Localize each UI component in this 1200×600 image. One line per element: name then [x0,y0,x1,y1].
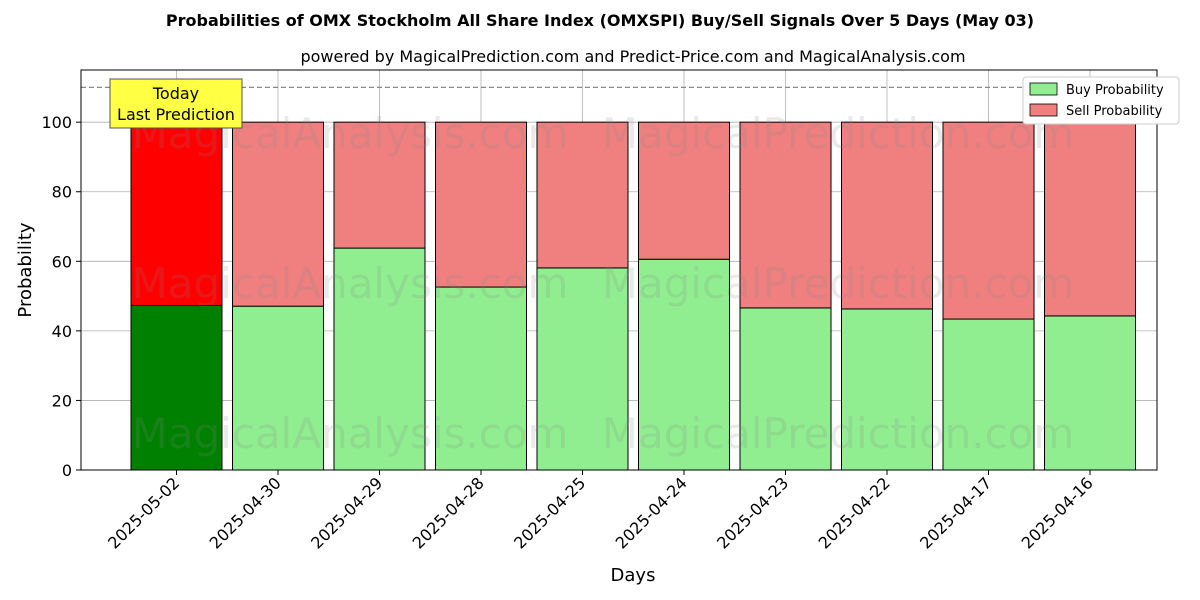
x-tick-label: 2025-04-24 [612,473,691,552]
bar-buy [942,318,1035,471]
x-tick-label: 2025-04-29 [307,473,386,552]
watermark-text: MagicalPrediction.com [602,109,1075,158]
bar-buy [130,304,223,471]
x-tick-label: 2025-04-16 [1018,473,1097,552]
x-tick-label: 2025-04-22 [815,473,894,552]
x-tick-label: 2025-04-28 [409,473,488,552]
x-tick-label: 2025-04-17 [916,473,995,552]
bar-buy [739,307,832,471]
y-tick-label: 60 [52,252,72,271]
today-annotation-line1: Today [152,84,199,103]
x-axis-ticks: 2025-05-02 2025-04-30 2025-04-29 2025-04-28… [104,470,1097,553]
y-tick-label: 40 [52,322,72,341]
bar-sell [536,121,629,269]
chart-subtitle: powered by MagicalPrediction.com and Pre… [300,47,965,66]
bars [130,121,1136,471]
y-tick-label: 20 [52,391,72,410]
watermark-text: MagicalPrediction.com [602,409,1075,458]
legend-swatch-sell [1029,103,1058,117]
legend: Buy Probability Sell Probability [1022,76,1180,125]
bar-sell [1044,121,1136,317]
plot-frame [80,69,1158,471]
chart-title: Probabilities of OMX Stockholm All Share… [166,11,1034,30]
today-annotation: Today Last Prediction [109,78,243,129]
bar-buy [1044,315,1136,471]
legend-label-sell: Sell Probability [1066,104,1163,119]
bar-sell [638,121,730,260]
watermark-text: MagicalAnalysis.com [132,409,569,458]
bar-buy [536,267,629,471]
y-tick-label: 0 [62,461,72,480]
x-tick-label: 2025-04-25 [510,473,589,552]
bar-sell [232,121,324,307]
watermark-text: MagicalAnalysis.com [132,259,569,308]
bar-sell [130,121,223,306]
y-tick-label: 80 [52,183,72,202]
x-tick-label: 2025-04-23 [713,473,792,552]
bar-sell [942,121,1035,320]
bar-buy [841,308,933,471]
y-axis-label: Probability [15,222,36,317]
bar-sell [333,121,426,249]
y-axis-ticks: 0 20 40 60 80 100 [41,113,81,480]
watermark-text: MagicalPrediction.com [602,259,1075,308]
x-tick-label: 2025-05-02 [104,473,183,552]
bar-sell [739,121,832,309]
today-annotation-line2: Last Prediction [117,105,235,124]
bar-buy [638,258,730,471]
x-axis-label: Days [611,565,656,586]
legend-swatch-buy [1029,82,1058,96]
legend-box [1022,76,1180,125]
today-annotation-box [109,78,243,129]
bar-sell [435,121,527,288]
bar-sell [841,121,933,310]
y-tick-label: 100 [41,113,72,132]
bar-buy [333,247,426,471]
x-tick-label: 2025-04-30 [206,473,285,552]
legend-label-buy: Buy Probability [1066,83,1164,98]
bar-buy [435,286,527,471]
